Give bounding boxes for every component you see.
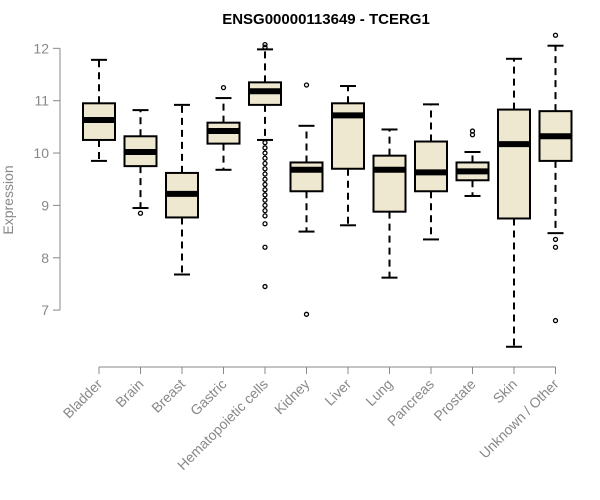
outlier-hematopoietic-cells-3 [262,145,268,151]
x-tick-label-bladder: Bladder [60,376,106,422]
x-tick-label-brain: Brain [112,376,146,410]
box-unknown-other [538,32,573,324]
box-hematopoietic-cells [248,42,282,290]
outlier-hematopoietic-cells-9 [262,176,268,182]
outlier-unknown-other-2 [552,244,559,250]
outlier-kidney-0 [303,82,310,88]
outlier-hematopoietic-cells-0 [262,44,268,50]
box-brain [123,109,158,216]
x-tick-label-lung: Lung [362,376,395,409]
outlier-hematopoietic-cells-18 [262,244,268,250]
box-skin [497,57,531,348]
outlier-hematopoietic-cells-7 [262,166,268,172]
box-rect-kidney [289,161,324,193]
y-tick-label-7: 7 [41,302,49,318]
outlier-hematopoietic-cells-12 [262,192,268,198]
x-tick-label-skin: Skin [490,376,521,407]
outlier-gastric-0 [220,84,227,91]
box-breast [165,103,199,276]
box-prostate [455,128,490,197]
outlier-hematopoietic-cells-11 [262,187,268,193]
y-tick-label-8: 8 [41,250,49,266]
outlier-hematopoietic-cells-16 [262,213,268,219]
box-lung [372,128,407,279]
box-series [82,32,573,348]
y-tick-label-11: 11 [34,93,49,109]
outlier-hematopoietic-cells-10 [262,181,268,188]
outlier-hematopoietic-cells-1 [262,42,268,48]
x-tick-label-prostate: Prostate [430,376,478,424]
outlier-hematopoietic-cells-5 [262,155,268,161]
outlier-hematopoietic-cells-13 [262,197,268,203]
y-axis-title: Expression [0,165,16,234]
box-rect-lung [372,154,407,213]
box-gastric [206,84,241,171]
x-tick-label-breast: Breast [148,376,188,416]
y-tick-label-12: 12 [33,40,49,56]
outlier-hematopoietic-cells-14 [262,202,268,209]
box-kidney [289,82,324,317]
box-liver [331,85,365,227]
x-tick-label-unknown-other: Unknown / Other [476,376,562,462]
outlier-brain-0 [137,210,144,216]
outlier-unknown-other-3 [552,317,559,324]
x-tick-label-kidney: Kidney [271,376,313,418]
outlier-hematopoietic-cells-15 [262,207,268,214]
outlier-hematopoietic-cells-2 [262,139,268,146]
outlier-unknown-other-0 [552,32,559,38]
y-tick-label-9: 9 [41,197,49,213]
outlier-kidney-1 [303,311,310,317]
y-tick-label-10: 10 [33,145,49,161]
box-pancreas [414,103,448,241]
outlier-hematopoietic-cells-19 [262,283,268,290]
box-rect-skin [497,108,531,220]
outlier-prostate-1 [469,128,476,134]
x-tick-label-liver: Liver [321,376,354,409]
chart-title: ENSG00000113649 - TCERG1 [222,11,430,28]
box-bladder [82,58,116,162]
y-axis: 7 8 9 10 11 12 [33,40,61,318]
outlier-hematopoietic-cells-6 [262,160,268,167]
outlier-hematopoietic-cells-17 [262,221,268,227]
outlier-hematopoietic-cells-8 [262,171,268,177]
outlier-hematopoietic-cells-4 [262,150,268,156]
box-rect-pancreas [414,140,448,193]
outlier-unknown-other-1 [552,236,559,243]
